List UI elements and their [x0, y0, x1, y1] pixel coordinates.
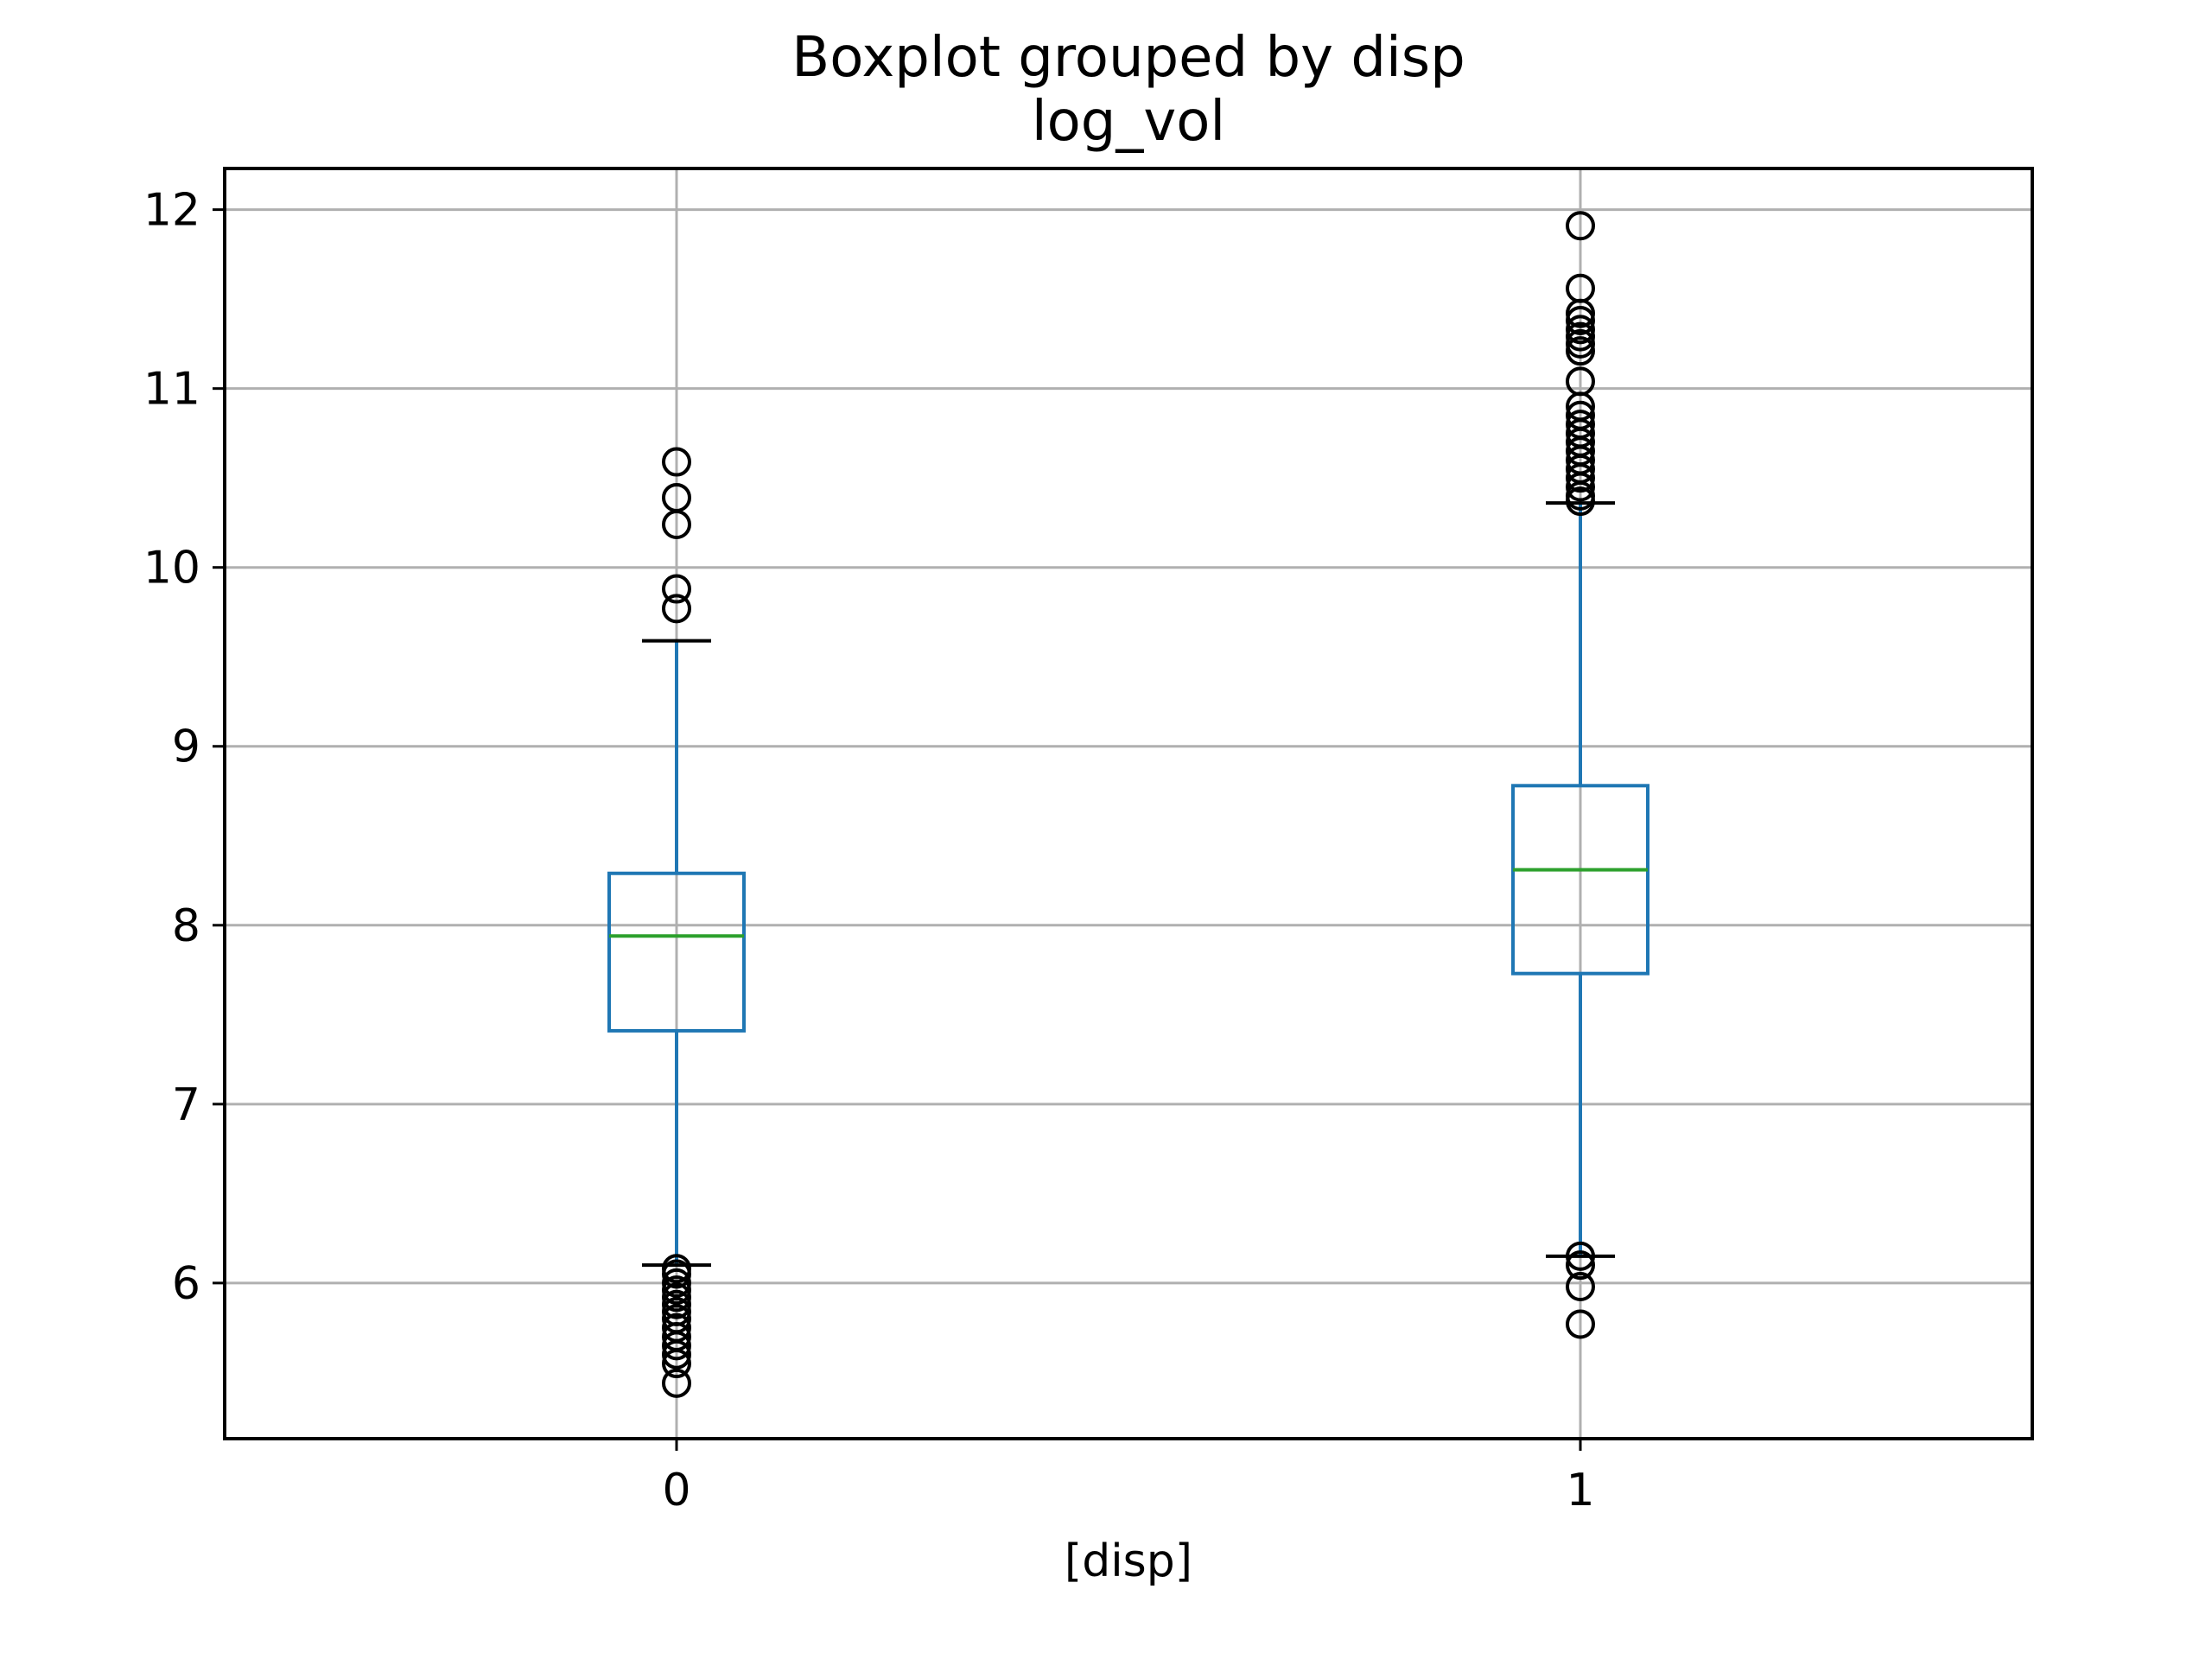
outlier-point: [662, 1339, 691, 1370]
y-tick-label: 11: [143, 364, 200, 416]
outlier-point: [662, 447, 691, 477]
outlier-point: [1566, 305, 1595, 335]
outlier-point: [1566, 486, 1595, 517]
outlier-point: [1566, 321, 1595, 352]
y-tick-label: 12: [143, 185, 200, 237]
box: [607, 871, 746, 1033]
x-tick-label: 0: [662, 1465, 690, 1516]
outlier-point: [1566, 298, 1595, 328]
outlier-point: [662, 1275, 691, 1306]
plot-frame: [223, 167, 2034, 1440]
outlier-point: [662, 510, 691, 540]
y-tick-label: 6: [172, 1258, 200, 1310]
chart-subtitle: log_vol: [1032, 90, 1225, 154]
outlier-point: [662, 1268, 691, 1298]
x-tick-label: 1: [1566, 1465, 1594, 1516]
outlier-point: [1566, 328, 1595, 359]
outlier-point: [1566, 1250, 1595, 1281]
box: [1511, 784, 1649, 976]
y-tick-label: 7: [172, 1079, 200, 1131]
box-group-1: [1511, 211, 1649, 1339]
outlier-point: [1566, 336, 1595, 366]
outlier-point: [1566, 472, 1595, 502]
outlier-point: [662, 594, 691, 624]
outlier-point: [1566, 211, 1595, 241]
outlier-point: [1566, 463, 1595, 493]
outlier-point: [662, 1259, 691, 1289]
y-tick-label: 9: [172, 721, 200, 773]
plot-area: [607, 211, 1649, 1398]
outlier-point: [1566, 1241, 1595, 1271]
y-tick-label: 10: [143, 543, 200, 594]
x-axis-label: [disp]: [1065, 1535, 1192, 1587]
axes: 6 7 8 9 10 11 12 0 1: [143, 167, 2034, 1516]
outlier-point: [662, 1349, 691, 1379]
box-group-0: [607, 447, 746, 1398]
y-tick-label: 8: [172, 900, 200, 952]
outlier-point: [662, 1368, 691, 1398]
outlier-point: [1566, 1309, 1595, 1339]
outlier-point: [662, 574, 691, 604]
outlier-point: [662, 1282, 691, 1313]
outlier-point: [662, 1331, 691, 1361]
outlier-point: [1566, 1272, 1595, 1302]
chart-title: Boxplot grouped by disp: [791, 26, 1465, 90]
grid-lines: [225, 168, 2032, 1439]
outlier-point: [662, 1289, 691, 1319]
outlier-point: [1566, 315, 1595, 345]
